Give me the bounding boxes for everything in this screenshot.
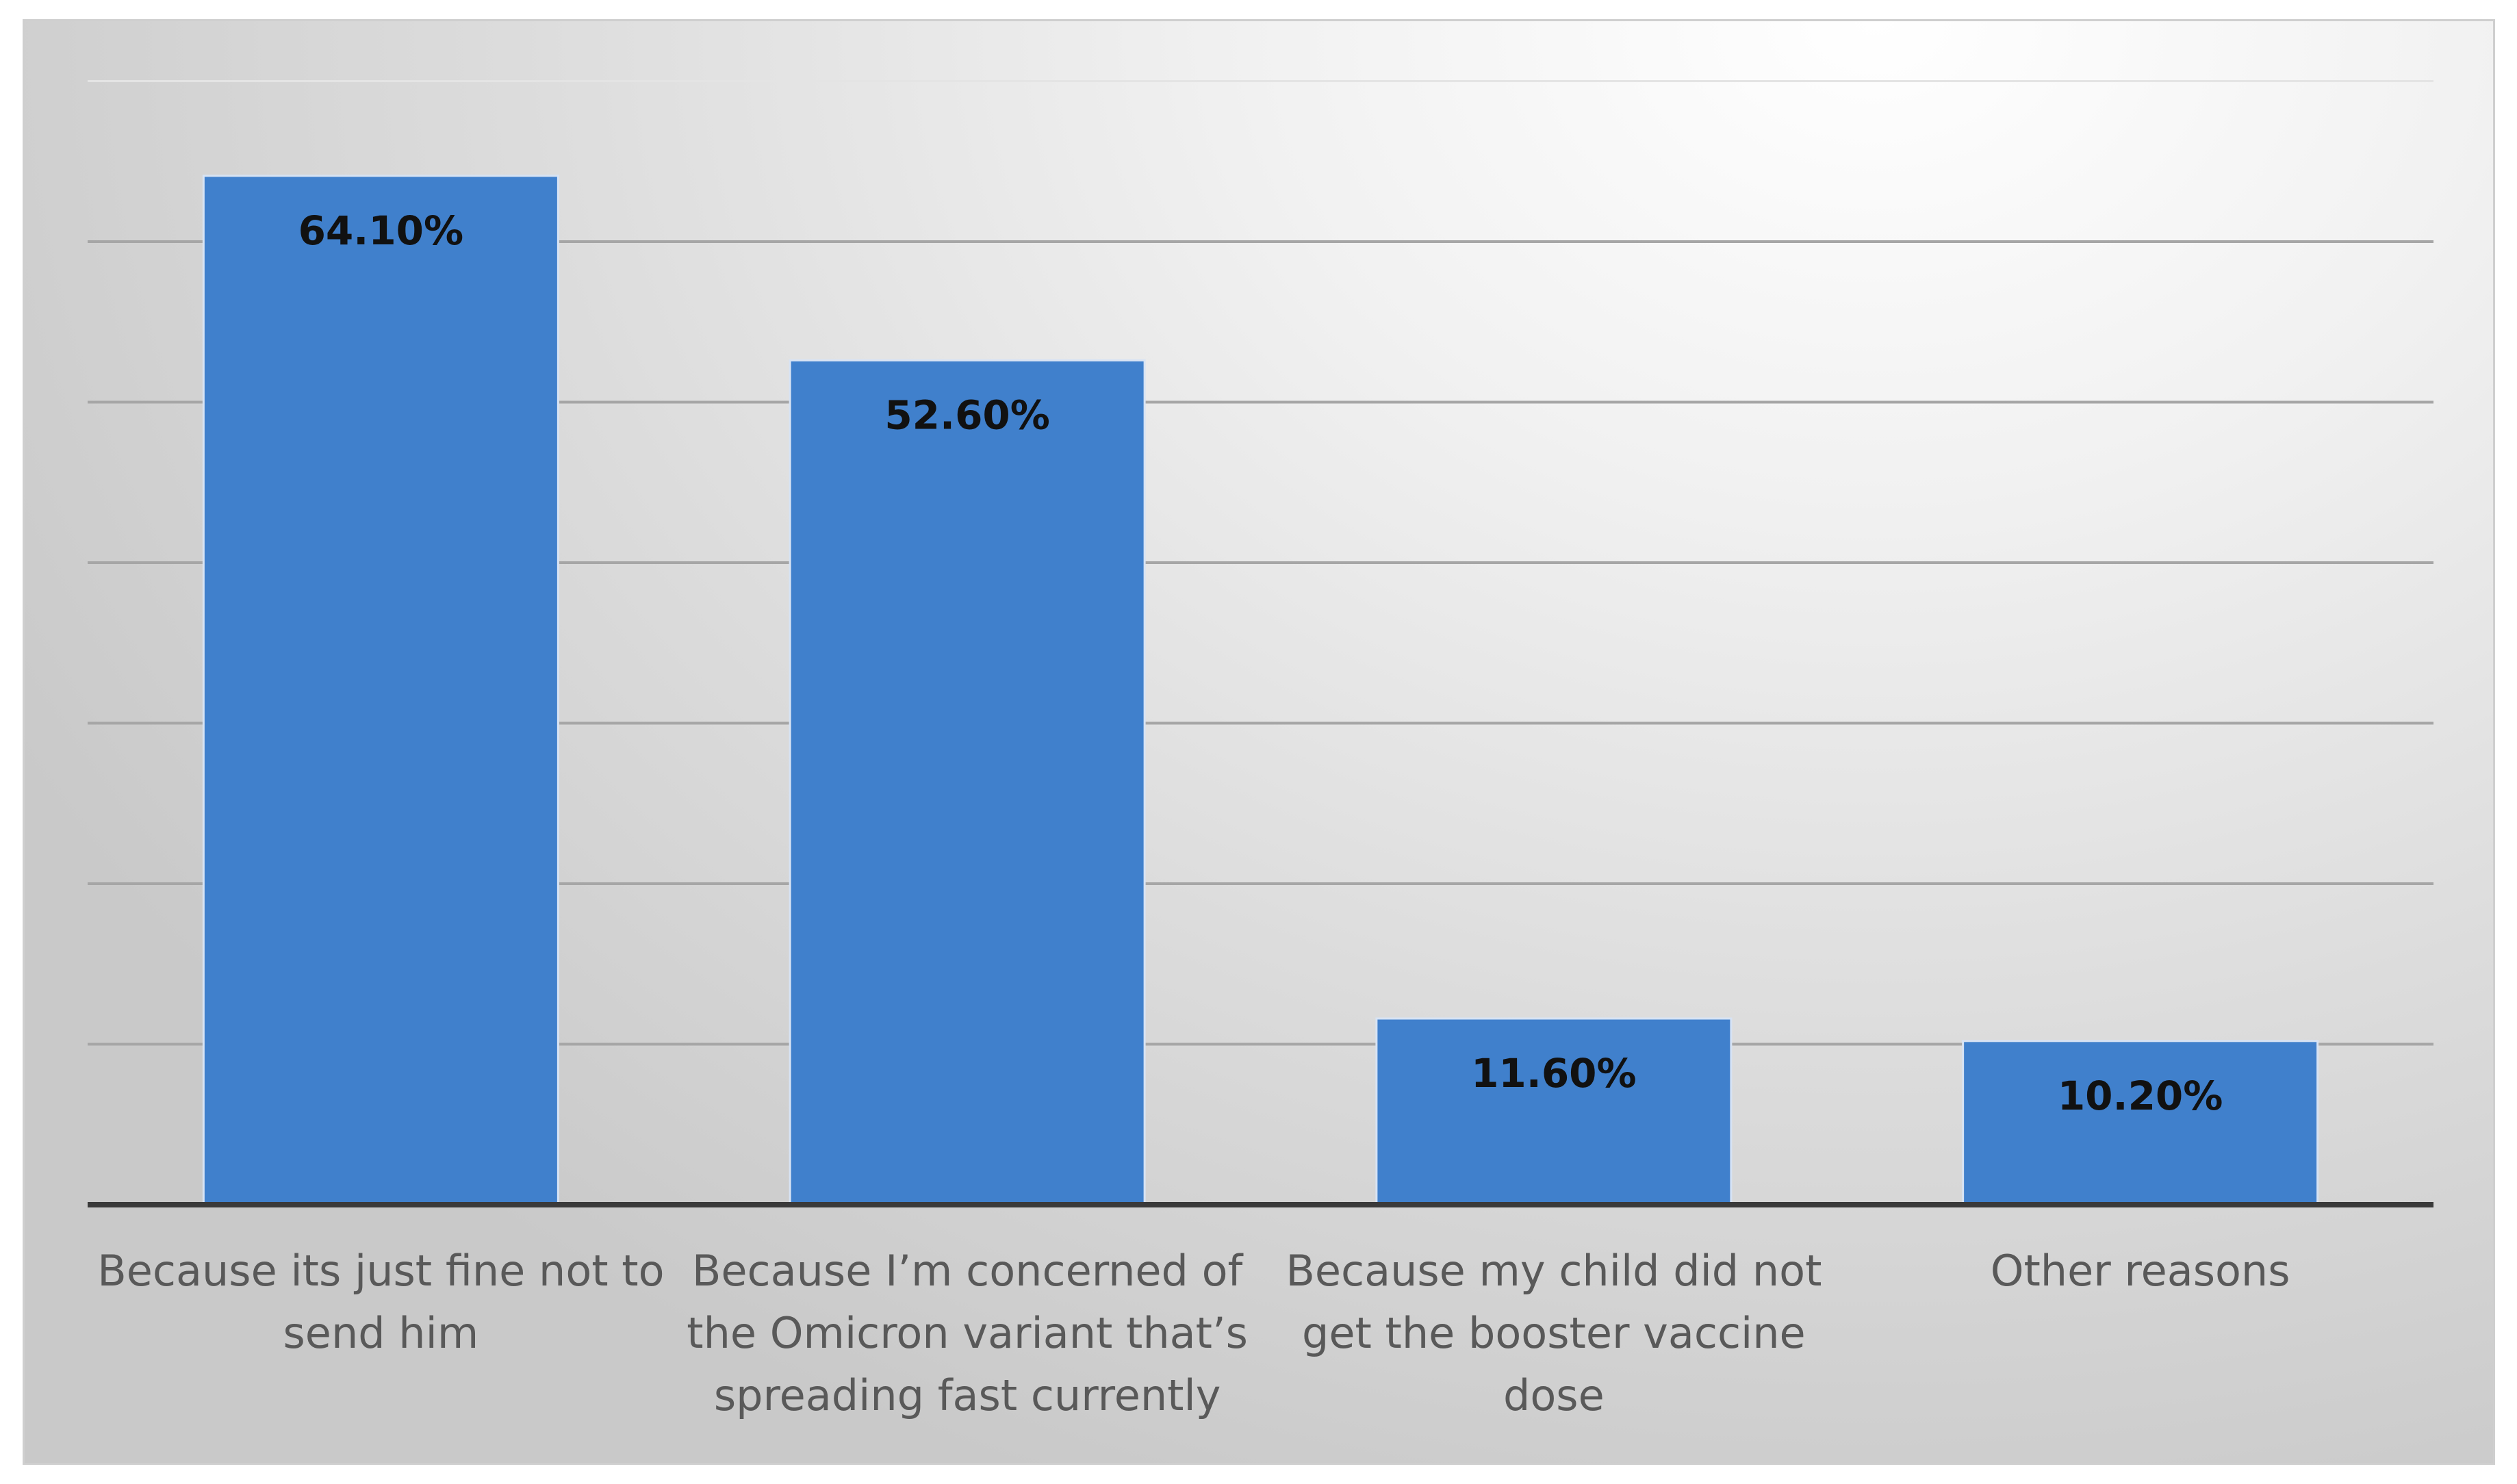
category-label-line: Because I’m concerned of [692, 1246, 1244, 1296]
category-label: Because I’m concerned of the Omicron vari… [687, 1246, 1248, 1420]
category-label: Because my child did not get the booster … [1286, 1246, 1822, 1420]
category-label-line: the Omicron variant that’s [687, 1308, 1248, 1358]
bar [202, 175, 559, 1206]
bars [202, 175, 2319, 1206]
data-label: 10.20% [2058, 1073, 2223, 1119]
category-labels: Because its just fine not to send himBeca… [97, 1246, 2290, 1420]
category-label: Because its just fine not to send him [97, 1246, 664, 1358]
category-label-line: Other reasons [1991, 1246, 2290, 1296]
bar [1962, 1040, 2319, 1206]
category-label-line: send him [283, 1308, 479, 1358]
bar [789, 359, 1146, 1206]
category-label-line: dose [1503, 1370, 1605, 1420]
data-label: 52.60% [884, 392, 1050, 439]
category-label: Other reasons [1991, 1246, 2290, 1296]
category-label-line: Because my child did not [1286, 1246, 1822, 1296]
category-label-line: Because its just fine not to [97, 1246, 664, 1296]
category-label-line: spreading fast currently [714, 1370, 1221, 1420]
value-labels: 64.10% 52.60% 11.60% 10.20% [298, 207, 2223, 1119]
bar [1375, 1017, 1733, 1206]
category-label-line: get the booster vaccine [1302, 1308, 1806, 1358]
data-label: 64.10% [298, 207, 464, 254]
data-label: 11.60% [1471, 1050, 1637, 1097]
